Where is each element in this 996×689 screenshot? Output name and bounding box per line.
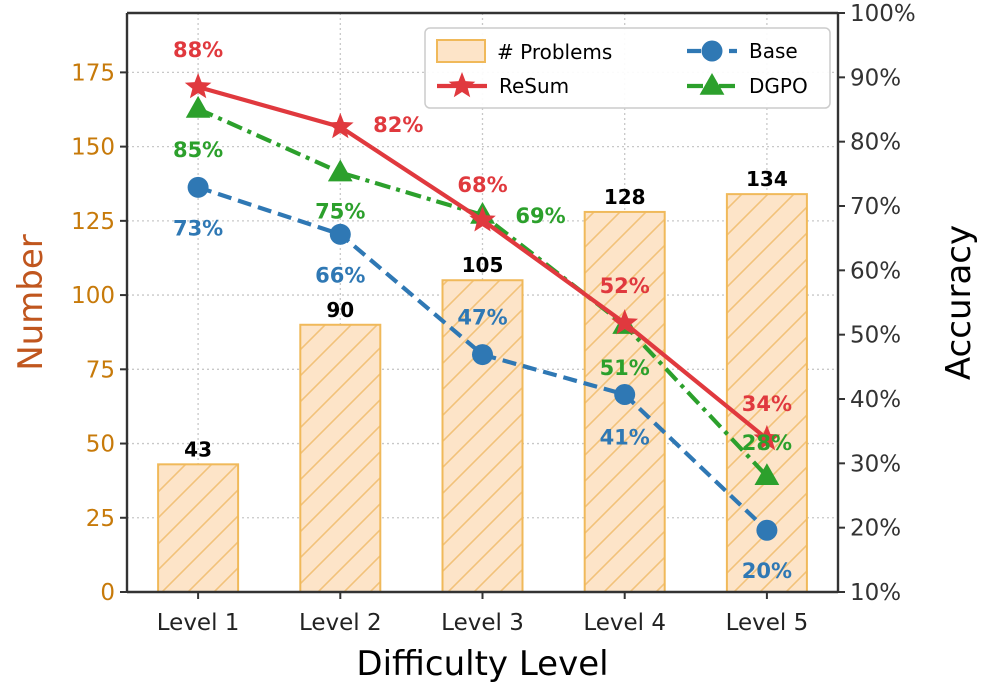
left-tick-label: 25 [86,506,115,532]
left-tick-label: 150 [71,135,115,161]
right-axis-title: Accuracy [939,225,979,380]
left-axis-title: Number [11,234,51,371]
axes: 0 25 50 75 100 125 150 175 10% 20% 30% 40% 50% 60% 70%… [11,1,979,684]
point-dgpo [185,95,211,118]
legend-label-resum: ReSum [499,74,569,98]
point-base [756,519,778,541]
right-tick-label: 60% [850,258,901,284]
legend-marker-base [701,40,723,62]
point-label-resum: 82% [373,113,423,137]
x-tick-label: Level 4 [583,610,666,636]
x-tick-label: Level 1 [157,610,240,636]
point-label-dgpo: 85% [173,138,223,162]
point-resum [327,112,354,139]
left-tick-label: 50 [86,432,115,458]
point-label-base: 41% [600,425,650,449]
bar-value-label: 128 [604,185,646,209]
data-labels: 43 90 105 128 134 88% 82% 68% 52% 34% 73% 66% 47% 41%… [173,38,792,583]
legend-marker-dgpo [699,73,725,95]
left-tick-label: 175 [71,60,115,86]
point-label-dgpo: 28% [742,431,792,455]
point-label-base: 66% [315,263,365,287]
x-axis-title: Difficulty Level [356,644,608,684]
point-label-resum: 88% [173,38,223,62]
legend-marker-resum [448,72,476,98]
right-tick-label: 90% [850,65,901,91]
series-line-dgpo [197,106,769,478]
right-tick-label: 10% [850,580,901,606]
legend-label-dgpo: DGPO [749,74,808,98]
point-label-dgpo: 75% [315,200,365,224]
bar-value-label: 43 [184,437,212,461]
bar [299,323,382,593]
legend-label-base: Base [749,39,798,63]
point-base [614,383,636,405]
point-dgpo [327,159,353,182]
point-label-resum: 34% [742,392,792,416]
right-tick-label: 70% [850,194,901,220]
legend: # Problems ReSum Base DGPO [424,27,831,109]
point-label-base: 47% [457,306,507,330]
right-tick-label: 80% [850,130,901,156]
x-tick-label: Level 2 [299,610,382,636]
x-tick-label: Level 3 [441,610,524,636]
left-tick-label: 75 [86,357,115,383]
bar-value-label: 134 [746,167,788,191]
legend-label-problems: # Problems [497,40,612,64]
point-label-resum: 52% [600,274,650,298]
right-tick-label: 30% [850,451,901,477]
point-label-resum: 68% [457,173,507,197]
point-base [472,344,493,366]
left-tick-label: 0 [100,580,115,606]
point-resum [611,309,638,335]
x-tick-label: Level 5 [726,610,809,636]
left-tick-label: 125 [71,209,115,235]
point-resum [469,206,496,232]
right-tick-label: 40% [850,387,901,413]
bar-value-label: 105 [462,253,504,277]
bar [157,463,240,594]
legend-swatch-problems [436,39,486,63]
point-label-base: 73% [173,216,223,240]
left-tick-label: 100 [71,283,115,309]
bar-value-label: 90 [326,298,354,322]
right-tick-label: 100% [850,1,916,27]
point-resum [753,424,781,451]
point-dgpo [754,463,780,485]
point-label-dgpo: 51% [600,356,650,380]
right-tick-label: 20% [850,516,901,542]
accuracy-series [184,73,781,541]
point-resum [184,73,212,99]
point-base [187,176,209,198]
point-label-dgpo: 69% [515,204,565,228]
point-base [329,223,351,245]
point-label-base: 20% [742,559,792,583]
right-tick-label: 50% [850,323,901,349]
